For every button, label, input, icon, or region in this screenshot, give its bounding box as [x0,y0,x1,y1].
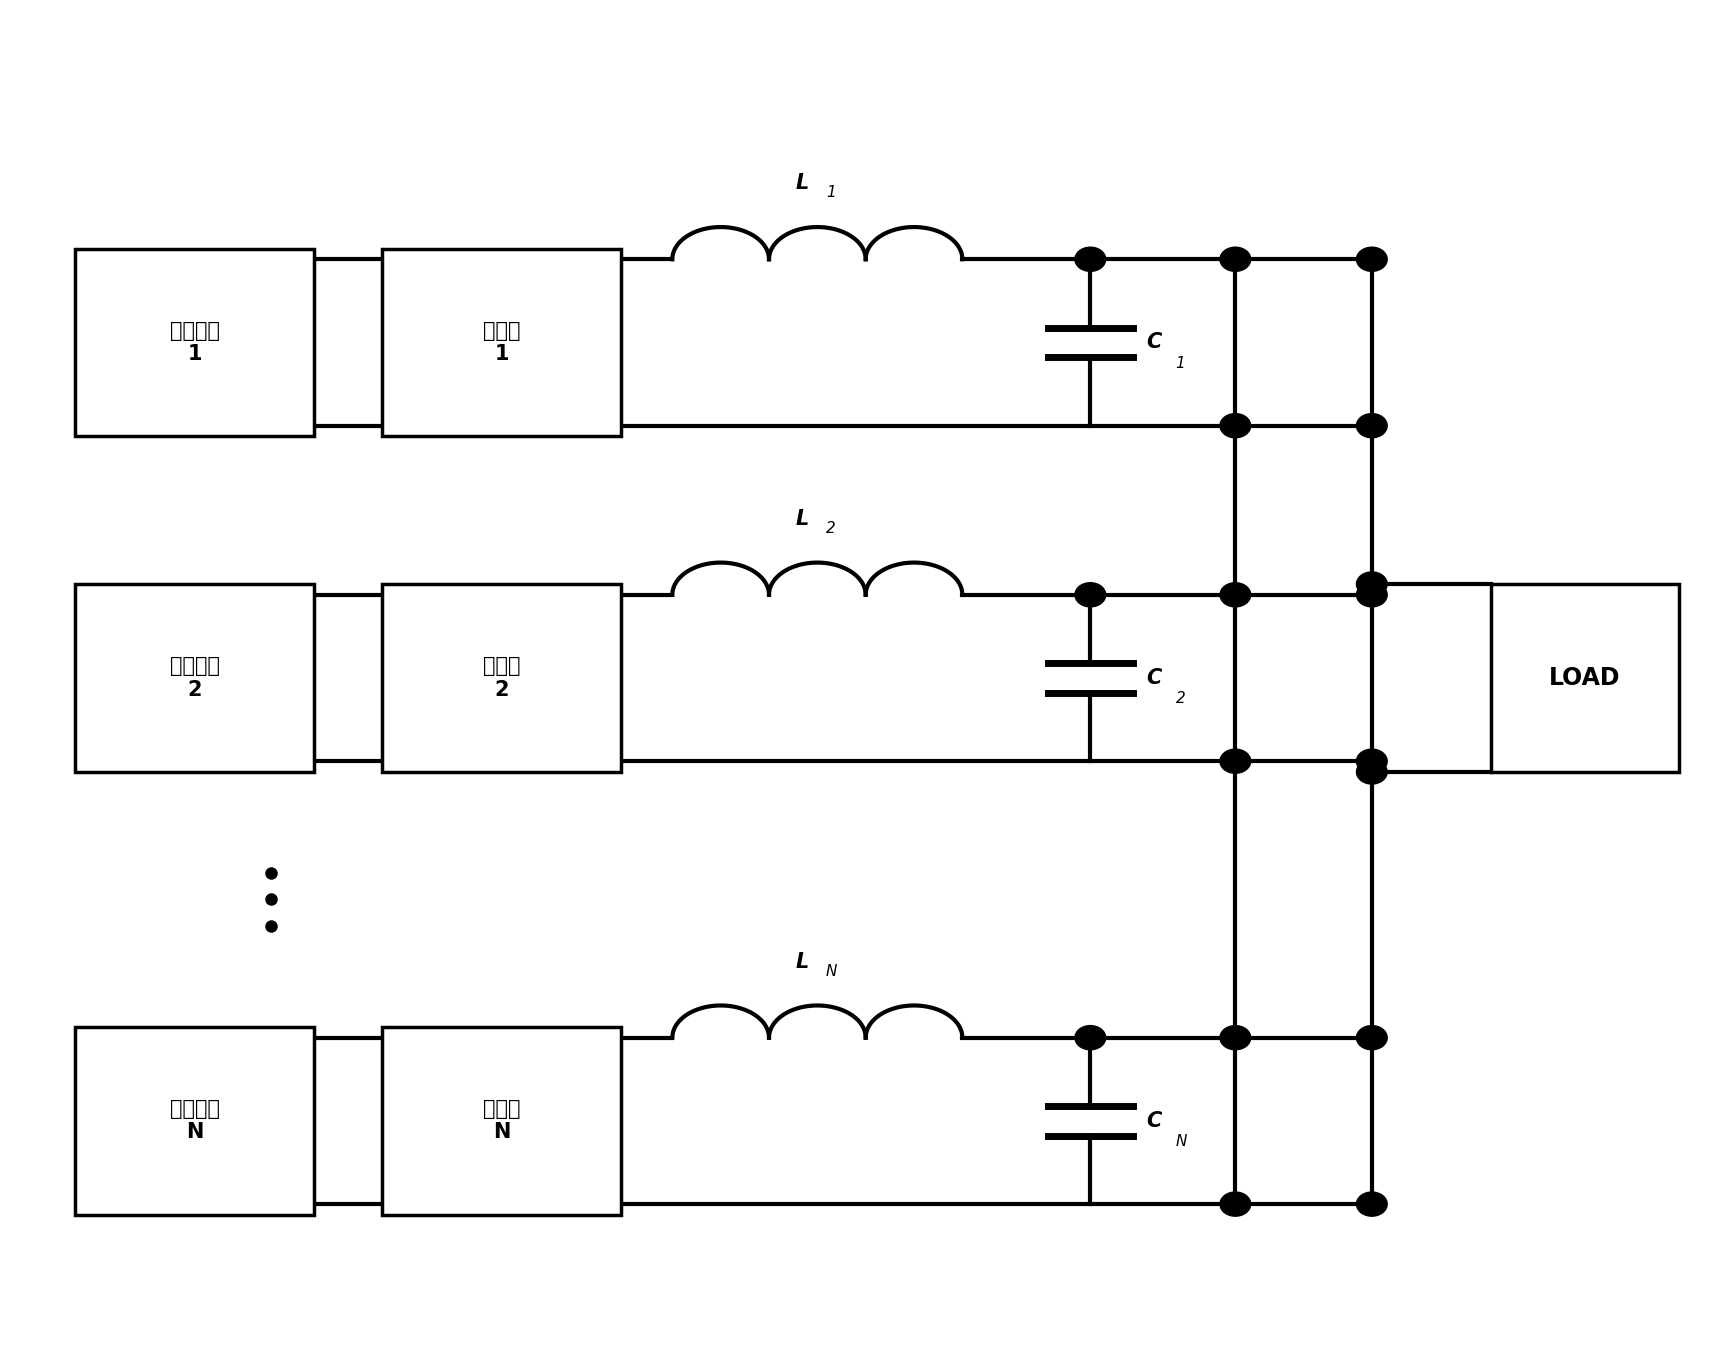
Circle shape [1357,749,1388,773]
Text: L: L [796,174,808,194]
Circle shape [1219,1025,1250,1050]
Text: C: C [1147,669,1163,687]
Bar [76,248,315,437]
Text: 直流电源
2: 直流电源 2 [170,656,220,700]
Text: LOAD: LOAD [1550,666,1620,690]
Text: 1: 1 [1176,355,1185,372]
Text: C: C [1147,332,1163,353]
Circle shape [1219,414,1250,438]
Text: 逆变器
2: 逆变器 2 [483,656,521,700]
Circle shape [1357,1025,1388,1050]
Text: 逆变器
1: 逆变器 1 [483,321,521,363]
Text: L: L [796,952,808,972]
Bar [1491,584,1679,772]
Text: L: L [796,508,808,529]
Circle shape [1219,1192,1250,1216]
Text: N: N [1176,1135,1187,1150]
Circle shape [1357,247,1388,271]
Text: 1: 1 [826,186,836,201]
Text: 2: 2 [826,521,836,536]
Circle shape [1219,583,1250,607]
Circle shape [1219,749,1250,773]
Circle shape [1075,1025,1106,1050]
Circle shape [1075,583,1106,607]
Bar [382,248,621,437]
Circle shape [1075,247,1106,271]
Text: 2: 2 [1176,692,1185,706]
Bar [76,584,315,772]
Circle shape [1357,572,1388,597]
Bar [76,1026,315,1215]
Circle shape [1357,414,1388,438]
Text: 直流电源
N: 直流电源 N [170,1100,220,1143]
Bar [382,584,621,772]
Circle shape [1219,247,1250,271]
Text: N: N [826,964,838,979]
Text: C: C [1147,1111,1163,1131]
Circle shape [1357,759,1388,784]
Circle shape [1357,583,1388,607]
Text: 逆变器
N: 逆变器 N [483,1100,521,1143]
Text: 直流电源
1: 直流电源 1 [170,321,220,363]
Circle shape [1357,1192,1388,1216]
Bar [382,1026,621,1215]
